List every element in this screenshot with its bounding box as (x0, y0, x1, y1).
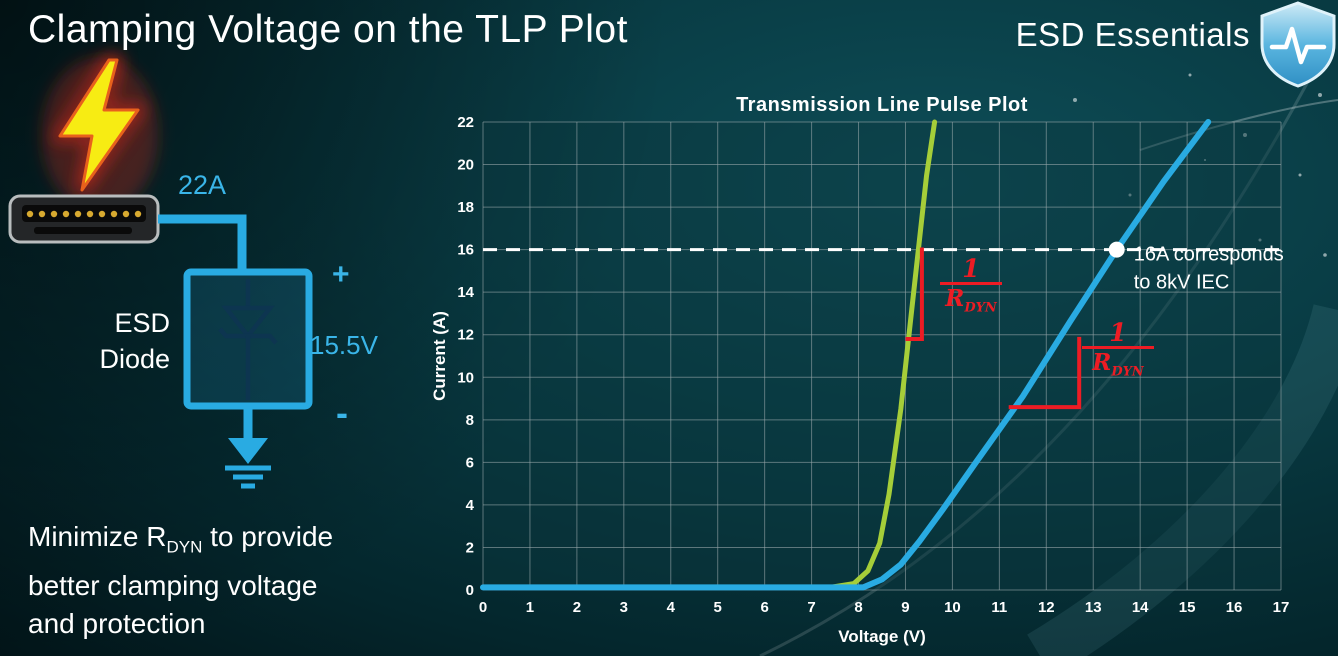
y-tick-label: 12 (457, 327, 474, 344)
minus-label: - (336, 392, 348, 433)
x-tick-label: 12 (1038, 599, 1055, 616)
rdyn-fraction-green: 1 RDYN (940, 254, 1002, 317)
brand-title: ESD Essentials (1015, 16, 1250, 53)
x-axis-label: Voltage (V) (838, 627, 926, 646)
lightning-bolt-icon (58, 58, 140, 192)
y-tick-label: 18 (457, 199, 474, 216)
esd-diagram-graphics (8, 55, 313, 489)
note-line-3: and protection (28, 607, 206, 639)
x-tick-label: 10 (944, 599, 961, 616)
x-tick-label: 4 (667, 599, 676, 616)
y-tick-label: 2 (466, 539, 474, 556)
star-dots (1073, 58, 1327, 257)
swoosh-curve-small (1139, 99, 1338, 151)
chart-title: Transmission Line Pulse Plot (736, 94, 1028, 116)
swoosh-band (1027, 303, 1338, 656)
clamp-voltage-label: 15.5V (310, 330, 378, 360)
x-tick-label: 1 (526, 599, 534, 616)
y-tick-label: 16 (457, 242, 474, 259)
marker-dot (1108, 241, 1125, 258)
x-tick-label: 2 (573, 599, 581, 616)
y-tick-label: 4 (466, 497, 475, 514)
note-line1-pre: Minimize R (28, 521, 167, 552)
x-tick-label: 0 (479, 599, 487, 616)
note-line-1: Minimize RDYN to provide (28, 518, 333, 567)
x-tick-label: 13 (1085, 599, 1102, 616)
fraction-denominator: RDYN (1082, 346, 1154, 381)
shield-logo-icon (1260, 1, 1336, 88)
y-tick-label: 8 (466, 412, 474, 429)
high-rdyn-curve (480, 119, 1212, 591)
x-tick-label: 6 (760, 599, 768, 616)
zener-diode-symbol (218, 279, 278, 400)
y-axis-label: Current (A) (430, 311, 449, 401)
fraction-denominator: RDYN (940, 282, 1002, 317)
x-tick-label: 8 (854, 599, 862, 616)
arrow-down-icon (228, 438, 268, 464)
y-tick-label: 20 (457, 157, 474, 174)
iec-annotation-line1: 16A corresponds (1134, 244, 1284, 266)
device-label-line1: ESD (114, 308, 170, 338)
rdyn-r: R (1092, 349, 1112, 377)
x-tick-label: 15 (1179, 599, 1196, 616)
iec-annotation-line2: to 8kV IEC (1134, 272, 1230, 294)
y-tick-label: 14 (457, 284, 474, 301)
fraction-numerator: 1 (1109, 318, 1127, 347)
plus-label: + (332, 258, 350, 291)
ground-symbol-icon (225, 465, 271, 489)
y-tick-label: 0 (466, 582, 474, 599)
x-tick-label: 17 (1273, 599, 1290, 616)
x-tick-label: 11 (991, 599, 1007, 616)
x-tick-label: 5 (714, 599, 722, 616)
fraction-numerator: 1 (962, 254, 980, 283)
slope-indicator-1 (1008, 336, 1082, 410)
input-wire (158, 214, 247, 274)
x-tick-label: 3 (620, 599, 628, 616)
y-tick-label: 6 (466, 454, 474, 471)
pulse-line-icon (1269, 26, 1327, 65)
esd-diagram: 22A ESD Diode + 15.5V - (0, 40, 430, 520)
rdyn-r: R (945, 285, 965, 313)
x-tick-label: 16 (1226, 599, 1243, 616)
rdyn-sub: DYN (964, 300, 997, 316)
hdmi-connector-icon (8, 194, 160, 244)
x-tick-label: 14 (1132, 599, 1149, 616)
swoosh-curve (759, 39, 1332, 656)
slope-indicator-0 (905, 247, 924, 341)
tlp-chart: 0 1 2 3 4 5 6 7 8 9 10 11 12 13 14 15 16 17 0 2 4 6 8 10 12 14 16 1… (430, 90, 1338, 656)
note-text: Minimize RDYN to provide better clamping… (28, 518, 333, 643)
note-line1-post: to provide (202, 521, 334, 552)
x-tick-label: 7 (807, 599, 815, 616)
rdyn-sub: DYN (1111, 364, 1144, 380)
x-tick-label: 9 (901, 599, 909, 616)
note-line-2: better clamping voltage (28, 569, 318, 601)
device-label-line2: Diode (99, 344, 170, 374)
y-tick-label: 22 (457, 114, 474, 131)
surge-current-label: 22A (178, 170, 227, 200)
y-tick-label: 10 (457, 369, 474, 386)
note-line1-sub: DYN (166, 537, 203, 557)
tlp-chart-svg: 0 1 2 3 4 5 6 7 8 9 10 11 12 13 14 15 16 1702468101214161… (430, 94, 1290, 646)
page-title: Clamping Voltage on the TLP Plot (28, 8, 628, 51)
rdyn-fraction-blue: 1 RDYN (1082, 318, 1154, 381)
